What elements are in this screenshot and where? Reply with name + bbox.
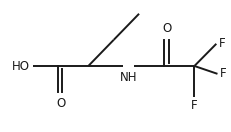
Text: NH: NH (119, 71, 137, 84)
Text: F: F (190, 99, 197, 112)
Text: F: F (218, 37, 224, 50)
Text: O: O (161, 22, 171, 35)
Text: HO: HO (12, 60, 29, 72)
Text: O: O (56, 97, 65, 110)
Text: F: F (219, 67, 225, 80)
